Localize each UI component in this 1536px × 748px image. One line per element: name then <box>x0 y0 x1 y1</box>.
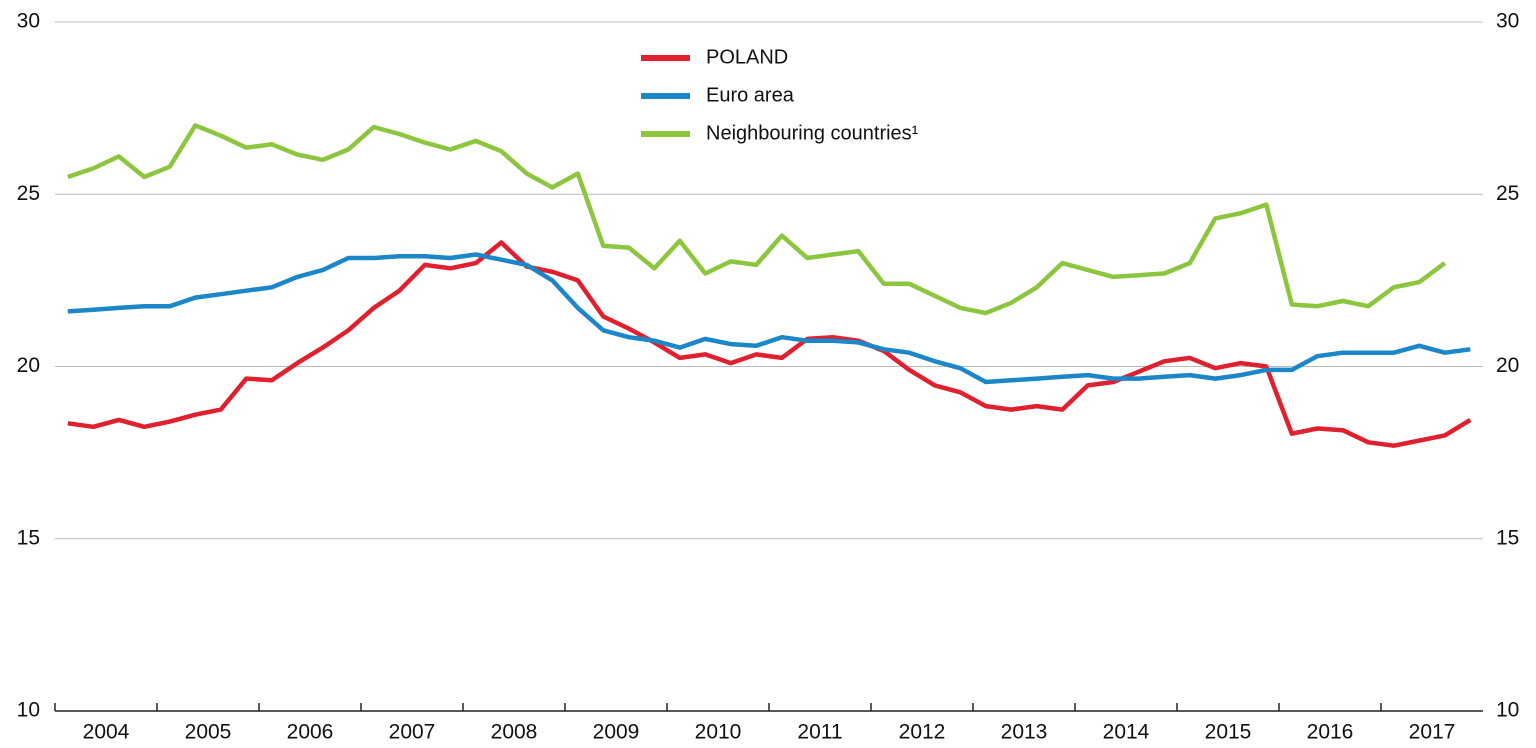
x-tick-label: 2015 <box>1205 721 1252 744</box>
x-tick-label: 2004 <box>83 721 130 744</box>
x-tick-label: 2011 <box>797 721 842 744</box>
x-tick-label: 2005 <box>185 721 232 744</box>
legend-label: Neighbouring countries¹ <box>706 122 919 144</box>
y-tick-label: 20 <box>17 354 40 377</box>
x-tick-label: 2013 <box>1001 721 1048 744</box>
y2-tick-label: 20 <box>1496 354 1519 377</box>
series-line <box>67 123 1447 316</box>
y-tick-label: 30 <box>17 10 40 33</box>
y-tick-label: 10 <box>17 699 40 722</box>
y2-tick-label: 25 <box>1496 182 1519 205</box>
y2-tick-label: 15 <box>1496 526 1519 549</box>
x-tick-label: 2007 <box>389 721 436 744</box>
series-line <box>67 240 1472 448</box>
x-tick-label: 2012 <box>899 721 946 744</box>
y-tick-label: 25 <box>17 182 40 205</box>
x-tick-label: 2014 <box>1103 721 1150 744</box>
y2-tick-label: 10 <box>1496 699 1519 722</box>
y2-tick-label: 30 <box>1496 10 1519 33</box>
y-tick-label: 15 <box>17 526 40 549</box>
x-tick-label: 2017 <box>1409 721 1456 744</box>
legend-label: Euro area <box>706 84 795 106</box>
series-line <box>67 252 1471 385</box>
x-tick-label: 2010 <box>695 721 742 744</box>
legend-label: POLAND <box>706 46 788 68</box>
x-tick-label: 2016 <box>1307 721 1354 744</box>
x-tick-label: 2008 <box>491 721 538 744</box>
x-tick-label: 2009 <box>593 721 640 744</box>
x-tick-label: 2006 <box>287 721 334 744</box>
